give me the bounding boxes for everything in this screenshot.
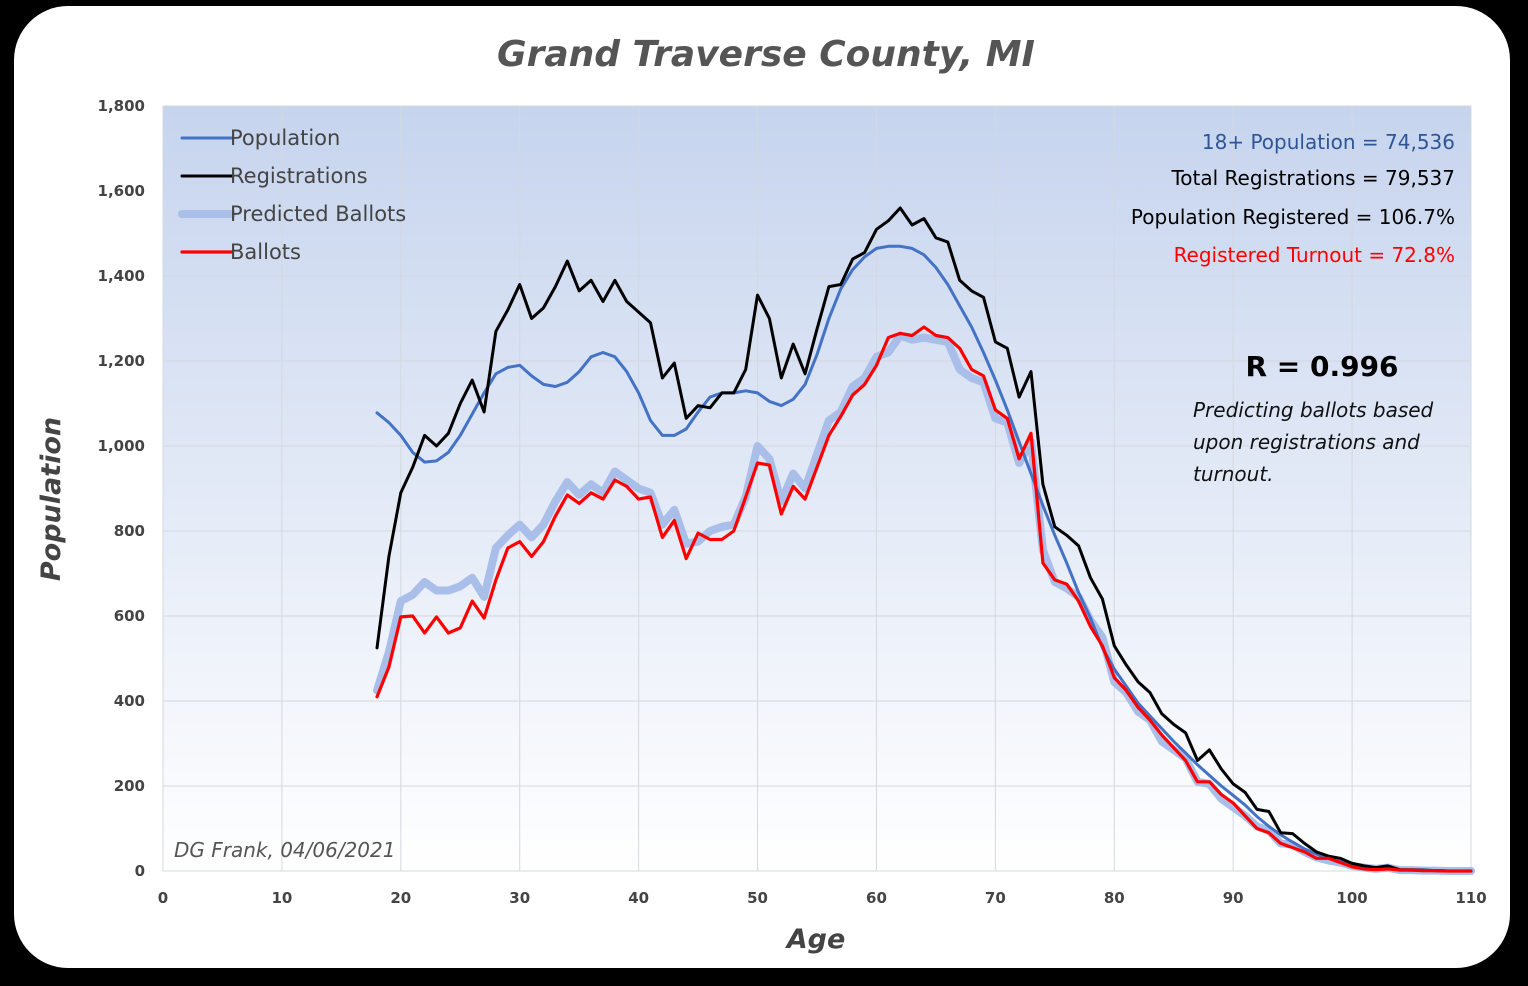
x-tick-label: 0 <box>158 889 168 907</box>
y-tick-label: 1,600 <box>98 182 145 200</box>
x-tick-label: 50 <box>747 889 768 907</box>
chart-title: Grand Traverse County, MI <box>497 34 1035 75</box>
note-line-3: turnout. <box>1193 462 1274 486</box>
x-tick-label: 70 <box>985 889 1006 907</box>
y-axis-ticks: 0 200 400 600 800 1,000 1,200 1,400 1,600 1,800 <box>98 97 145 880</box>
note-line-1: Predicting ballots based <box>1193 398 1434 422</box>
x-tick-label: 110 <box>1455 889 1486 907</box>
x-tick-label: 40 <box>628 889 649 907</box>
x-axis-title: Age <box>785 924 846 955</box>
y-tick-label: 400 <box>114 692 145 710</box>
y-tick-label: 1,200 <box>98 352 145 370</box>
y-axis-title: Population <box>36 417 67 581</box>
y-tick-label: 0 <box>135 862 145 880</box>
stat-population: 18+ Population = 74,536 <box>1202 130 1455 154</box>
x-tick-label: 20 <box>390 889 411 907</box>
legend-label-ballots: Ballots <box>230 240 301 264</box>
note-line-2: upon registrations and <box>1193 430 1420 454</box>
legend-label-registrations: Registrations <box>230 164 368 188</box>
x-tick-label: 10 <box>271 889 292 907</box>
r-value: R = 0.996 <box>1245 350 1398 383</box>
credit-text: DG Frank, 04/06/2021 <box>174 838 395 862</box>
stat-registrations: Total Registrations = 79,537 <box>1170 166 1455 190</box>
x-axis-ticks: 0 10 20 30 40 50 60 70 80 90 100 110 <box>158 889 1487 907</box>
series-line-predicted-ballots <box>373 331 1475 875</box>
x-tick-label: 30 <box>509 889 530 907</box>
series-line-registrations <box>375 206 1473 873</box>
y-tick-label: 1,400 <box>98 267 145 285</box>
x-tick-label: 80 <box>1104 889 1125 907</box>
x-tick-label: 90 <box>1223 889 1244 907</box>
legend: Population Registrations Predicted Ballots… <box>178 126 406 264</box>
y-tick-label: 800 <box>114 522 145 540</box>
series-line-ballots <box>375 325 1473 873</box>
legend-label-predicted-ballots: Predicted Ballots <box>230 202 406 226</box>
legend-label-population: Population <box>230 126 340 150</box>
chart-card: 0 200 400 600 800 1,000 1,200 1,400 1,600 1,800 0… <box>14 6 1510 968</box>
y-tick-label: 1,800 <box>98 97 145 115</box>
plot-area <box>163 106 1471 871</box>
y-tick-label: 600 <box>114 607 145 625</box>
stat-registered-turnout: Registered Turnout = 72.8% <box>1174 243 1455 267</box>
x-tick-label: 60 <box>866 889 887 907</box>
x-tick-label: 100 <box>1336 889 1367 907</box>
y-tick-label: 1,000 <box>98 437 145 455</box>
y-tick-label: 200 <box>114 777 145 795</box>
series-lines <box>373 206 1475 875</box>
series-line-population <box>375 244 1473 873</box>
stat-population-registered: Population Registered = 106.7% <box>1131 205 1455 229</box>
